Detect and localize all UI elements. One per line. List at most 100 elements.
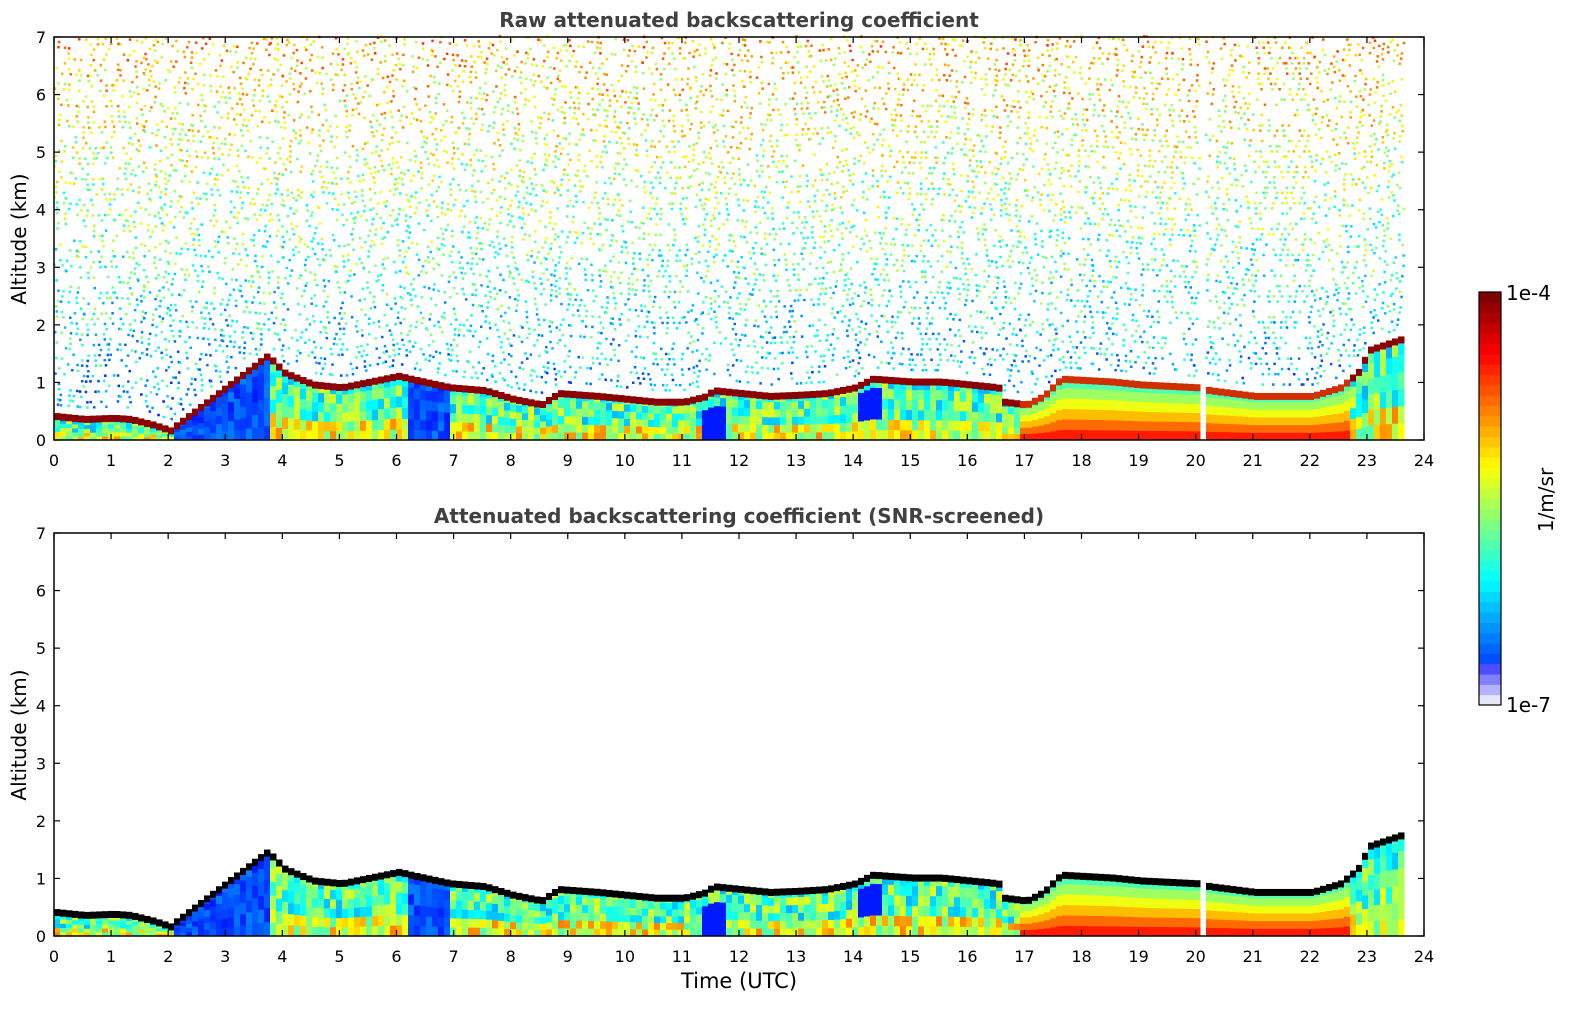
noise-pixel	[160, 356, 164, 360]
noise-pixel	[199, 373, 203, 377]
noise-pixel	[139, 294, 143, 298]
noise-pixel	[69, 73, 73, 76]
noise-pixel	[70, 264, 73, 268]
noise-pixel	[601, 150, 605, 154]
noise-pixel	[672, 124, 676, 128]
noise-pixel	[167, 241, 170, 245]
noise-pixel	[267, 328, 271, 331]
noise-pixel	[244, 149, 247, 153]
noise-pixel	[659, 129, 662, 133]
noise-pixel	[300, 331, 304, 334]
noise-pixel	[180, 294, 183, 297]
noise-pixel	[492, 188, 496, 192]
noise-pixel	[610, 52, 614, 56]
noise-pixel	[69, 332, 73, 335]
noise-pixel	[850, 111, 854, 115]
noise-pixel	[169, 137, 172, 141]
noise-pixel	[265, 204, 269, 207]
noise-pixel	[307, 255, 310, 259]
noise-pixel	[443, 135, 447, 138]
noise-pixel	[481, 201, 485, 204]
noise-pixel	[81, 343, 84, 347]
noise-pixel	[596, 201, 600, 205]
noise-pixel	[545, 351, 549, 354]
noise-pixel	[564, 266, 568, 270]
noise-pixel	[777, 377, 780, 381]
noise-pixel	[181, 314, 185, 318]
noise-pixel	[641, 61, 644, 64]
noise-pixel	[594, 191, 597, 194]
noise-pixel	[161, 317, 165, 320]
noise-pixel	[727, 151, 730, 154]
noise-pixel	[559, 323, 563, 327]
noise-pixel	[694, 76, 698, 79]
noise-pixel	[76, 363, 79, 367]
noise-pixel	[200, 223, 203, 226]
noise-pixel	[707, 312, 711, 316]
noise-pixel	[204, 42, 208, 46]
noise-pixel	[768, 139, 772, 143]
noise-pixel	[583, 164, 587, 168]
noise-pixel	[475, 216, 478, 219]
noise-pixel	[86, 183, 89, 186]
noise-pixel	[585, 382, 588, 385]
noise-pixel	[254, 311, 258, 315]
noise-pixel	[351, 372, 355, 376]
noise-pixel	[443, 244, 446, 247]
noise-pixel	[122, 255, 125, 259]
noise-pixel	[710, 63, 714, 67]
noise-pixel	[567, 178, 571, 182]
noise-pixel	[714, 248, 718, 251]
noise-pixel	[836, 181, 839, 185]
noise-pixel	[339, 374, 343, 377]
noise-pixel	[154, 38, 157, 42]
noise-pixel	[730, 52, 733, 56]
noise-pixel	[826, 126, 830, 130]
noise-pixel	[347, 258, 350, 262]
noise-pixel	[663, 98, 667, 102]
noise-pixel	[222, 44, 226, 47]
noise-pixel	[778, 170, 781, 174]
noise-pixel	[177, 360, 181, 364]
noise-pixel	[368, 270, 371, 274]
noise-pixel	[158, 289, 161, 292]
noise-pixel	[337, 53, 340, 56]
panel-raw: Raw attenuated backscattering coefficien…	[7, 8, 1434, 470]
noise-pixel	[398, 192, 402, 195]
noise-pixel	[57, 222, 60, 225]
noise-pixel	[540, 391, 544, 394]
noise-pixel	[57, 40, 61, 44]
noise-pixel	[376, 72, 380, 76]
noise-pixel	[792, 273, 796, 277]
noise-pixel	[119, 348, 123, 352]
noise-pixel	[249, 57, 253, 60]
noise-pixel	[828, 224, 831, 227]
noise-pixel	[347, 191, 350, 195]
noise-pixel	[179, 402, 183, 406]
noise-pixel	[69, 399, 72, 402]
noise-pixel	[847, 277, 850, 281]
noise-pixel	[609, 280, 613, 284]
noise-pixel	[770, 383, 773, 386]
noise-pixel	[506, 109, 510, 113]
noise-pixel	[783, 227, 786, 230]
noise-pixel	[568, 59, 571, 63]
noise-pixel	[477, 107, 480, 110]
noise-pixel	[388, 44, 391, 47]
noise-pixel	[520, 60, 523, 64]
noise-pixel	[353, 221, 356, 224]
noise-pixel	[158, 216, 162, 220]
noise-pixel	[372, 134, 376, 138]
noise-pixel	[568, 349, 571, 353]
noise-pixel	[579, 190, 582, 193]
noise-pixel	[172, 319, 175, 322]
noise-pixel	[401, 183, 405, 186]
noise-pixel	[198, 62, 202, 66]
noise-pixel	[501, 351, 505, 354]
noise-pixel	[643, 325, 646, 329]
noise-pixel	[270, 311, 274, 315]
noise-pixel	[128, 323, 132, 326]
noise-pixel	[261, 203, 265, 206]
noise-pixel	[429, 74, 432, 78]
noise-pixel	[688, 51, 691, 55]
